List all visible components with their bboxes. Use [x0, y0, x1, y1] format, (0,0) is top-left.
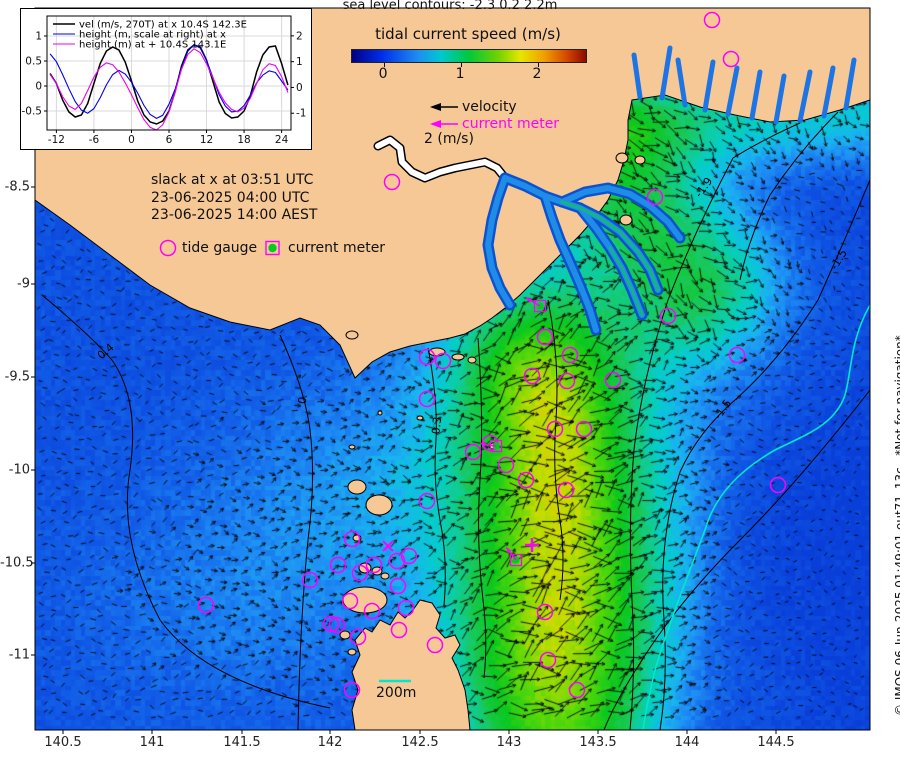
x-tick-label: 142: [317, 735, 343, 750]
aest-time-line: 23-06-2025 14:00 AEST: [151, 207, 318, 223]
x-tick-label: 141: [139, 735, 165, 750]
inset-x-tick: 24: [275, 134, 289, 146]
utc-time-line: 23-06-2025 04:00 UTC: [151, 189, 310, 206]
y-tick-label: -8.5: [4, 179, 30, 195]
colorbar-tick-label: 1: [455, 66, 465, 82]
inset-x-tick: 0: [128, 134, 135, 146]
slack-line: slack at x at 03:51 UTC: [151, 172, 314, 188]
y-tick-label: -10.5: [0, 555, 34, 571]
inset-left-tick: 0: [35, 81, 42, 93]
y-tick-label: -11: [8, 647, 30, 663]
y-tick-label: -9.5: [4, 369, 30, 385]
imos-watermark: © IMOS 06-Jun-2025 01:49:01 out71_13c . …: [893, 335, 900, 716]
x-tick-label: 141.5: [223, 735, 261, 750]
vector-scale-label: 2 (m/s): [424, 131, 474, 147]
isobath-legend-label: 200m: [376, 685, 417, 701]
x-tick-label: 144: [674, 735, 700, 750]
inset-x-tick: 18: [237, 134, 250, 146]
inset-timeseries-plot: -12 -6 0 6 12 18 24 1 0.5 0 -0.5 2 1 0 -1 vel (m/s, 270…: [20, 8, 312, 150]
inset-right-tick: 1: [296, 56, 303, 68]
contour-label: 0.3: [429, 416, 445, 435]
inset-left-tick: -0.5: [22, 106, 43, 118]
current-meter-vector-label: current meter: [462, 116, 560, 132]
x-tick-label: 143: [496, 735, 522, 750]
colorbar-title: tidal current speed (m/s): [375, 25, 561, 43]
inset-legend-entry: height (m) at + 10.4S 143.1E: [79, 40, 226, 51]
velocity-legend-label: velocity: [462, 99, 517, 115]
tide-gauge-legend-label: tide gauge: [182, 240, 258, 256]
y-tick-label: -10: [8, 462, 30, 478]
x-tick-label: 140.5: [44, 735, 82, 750]
inset-right-tick: -1: [296, 108, 306, 120]
current-meter-legend-label: current meter: [288, 240, 386, 256]
y-tick-label: -9: [17, 276, 30, 292]
inset-left-tick: 1: [35, 31, 42, 43]
inset-x-tick: -12: [48, 134, 65, 146]
colorbar: [351, 49, 587, 67]
x-tick-label: 144.5: [757, 735, 795, 750]
x-tick-label: 142.5: [401, 735, 439, 750]
inset-x-tick: -6: [89, 134, 100, 146]
slack-info-text: slack at x at 03:51 UTC 23-06-2025 04:00…: [151, 172, 317, 225]
colorbar-tick-label: 2: [532, 66, 542, 82]
inset-left-tick: 0.5: [25, 56, 42, 68]
x-tick-label: 143.5: [579, 735, 617, 750]
colorbar-tick-label: 0: [378, 66, 388, 82]
inset-x-tick: 6: [166, 134, 173, 146]
inset-right-tick: 0: [296, 82, 303, 94]
inset-right-tick: 2: [296, 30, 303, 42]
inset-x-tick: 12: [200, 134, 213, 146]
